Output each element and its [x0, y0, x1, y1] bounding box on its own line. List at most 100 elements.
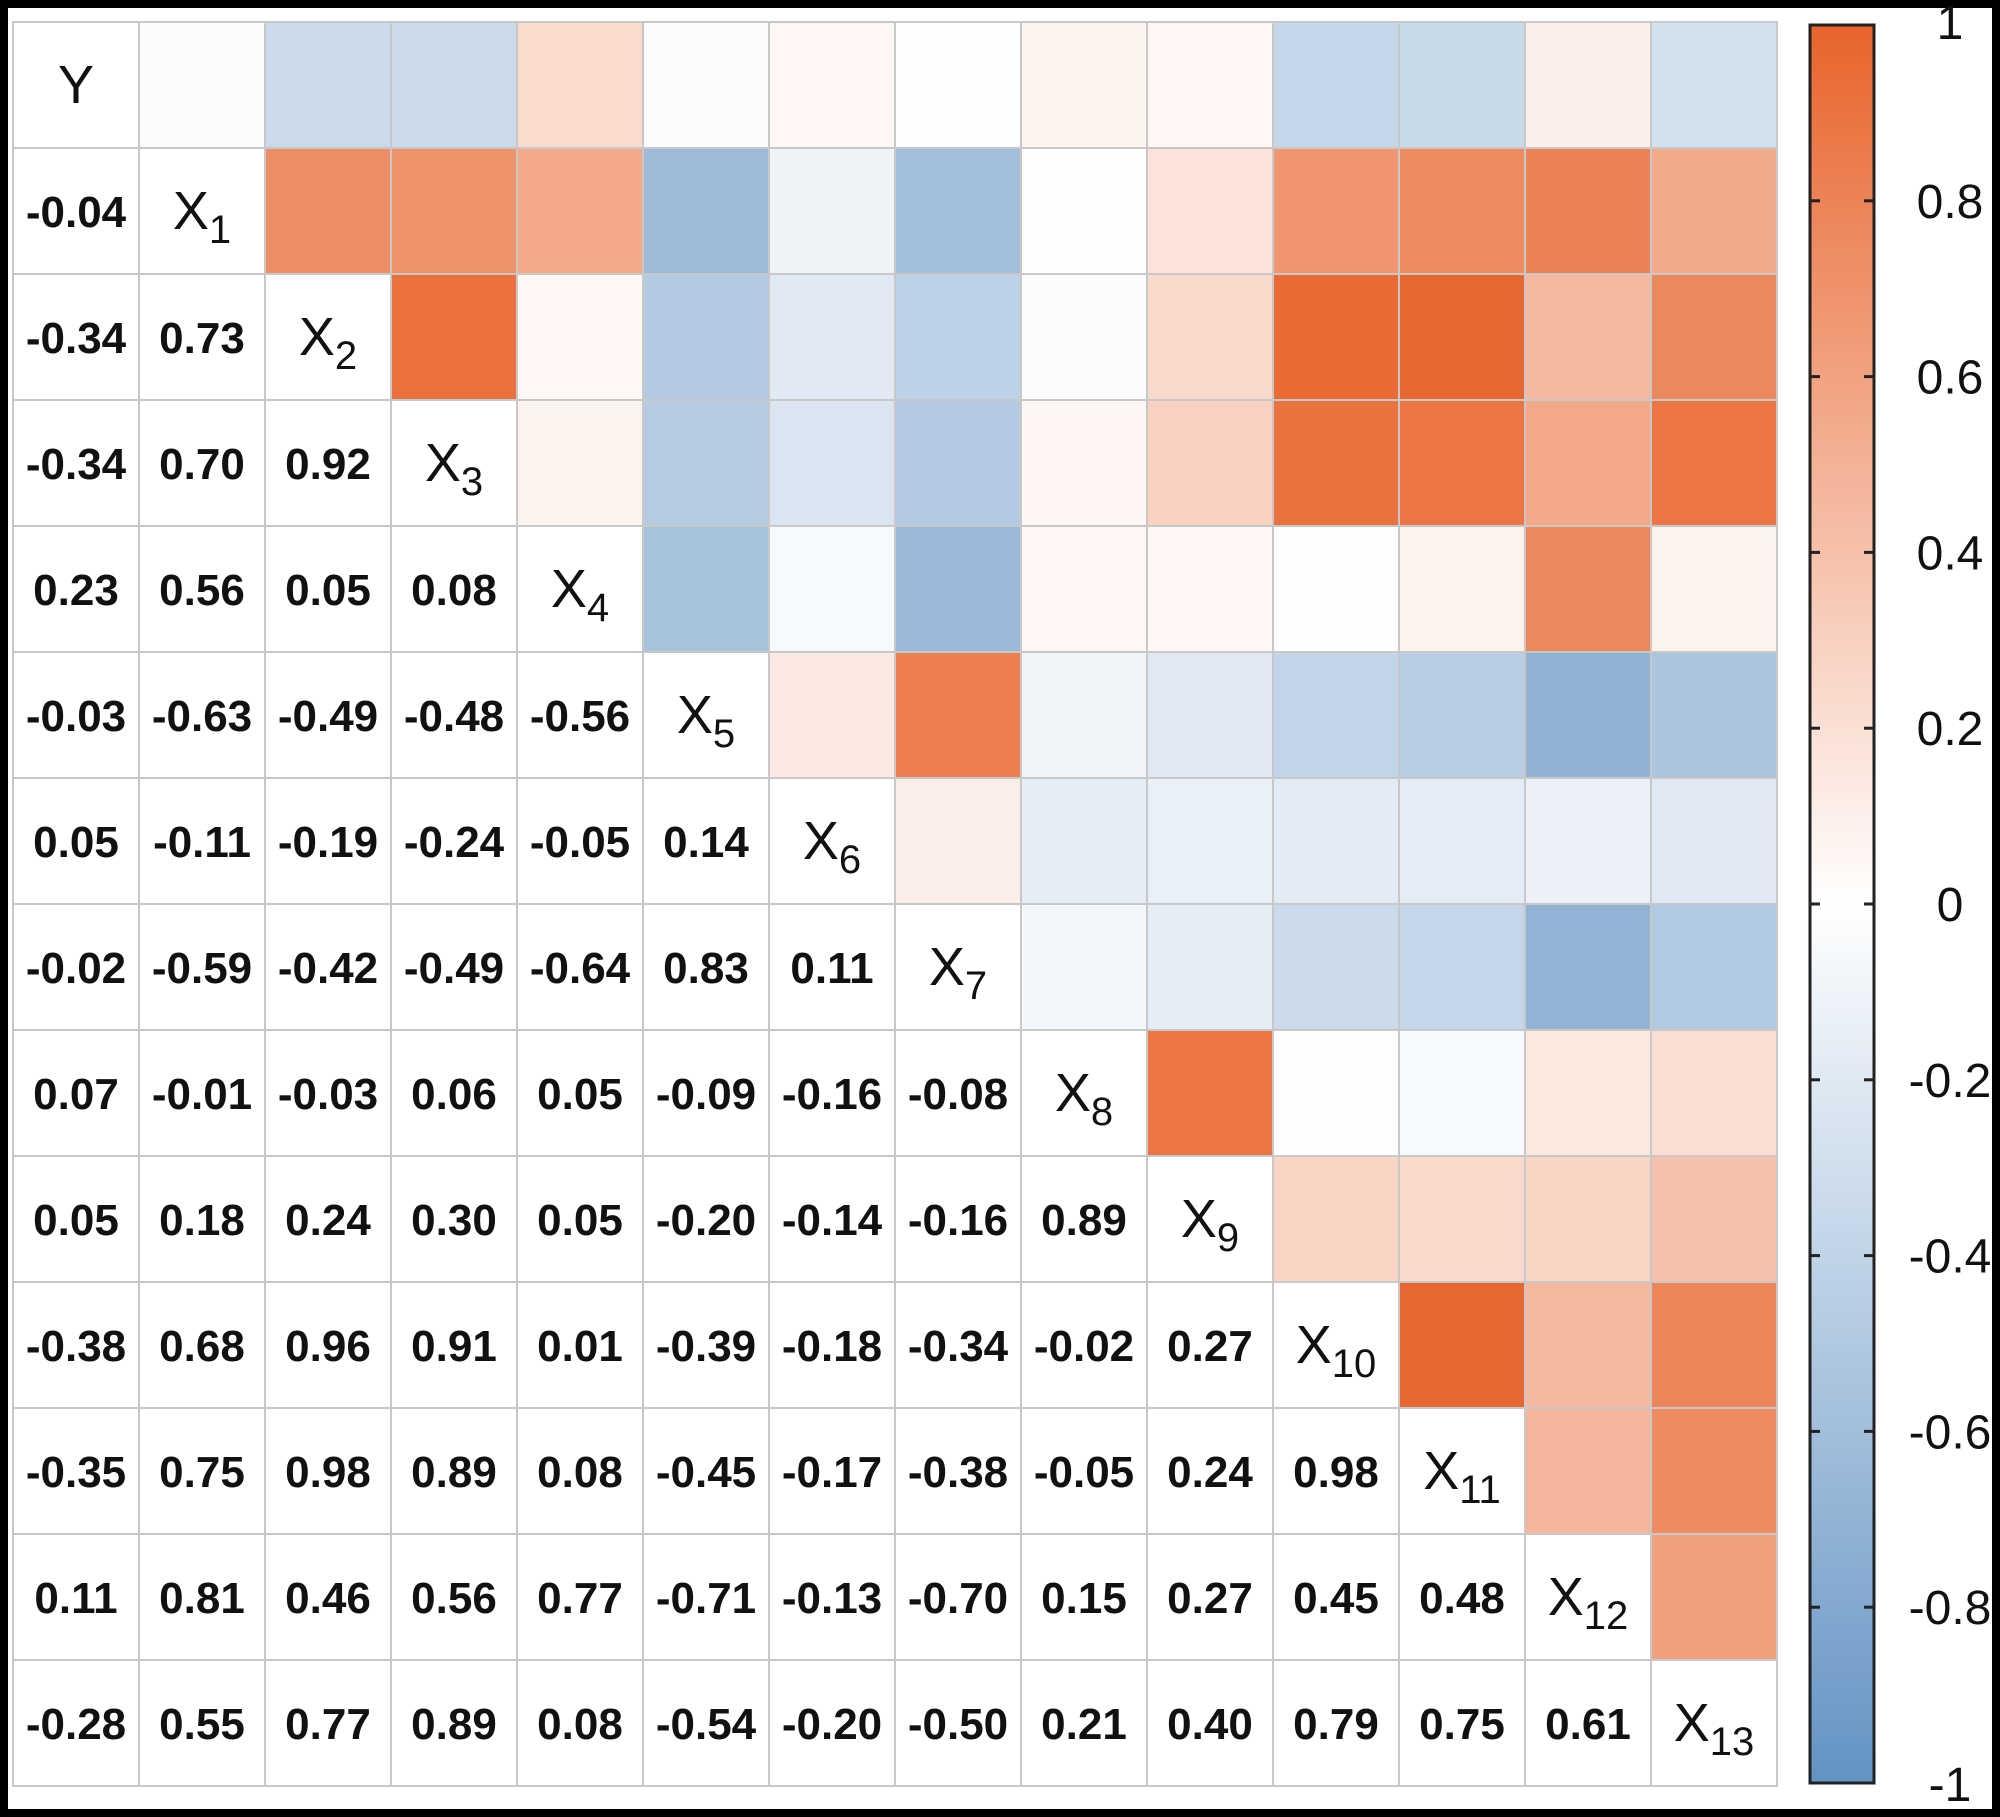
color-cell-r2-c12: [1524, 273, 1652, 401]
variable-label-12: X12: [1548, 1567, 1629, 1638]
color-cell-r7-c13: [1650, 903, 1778, 1031]
tick-label-3: 0.4: [1917, 527, 1984, 580]
value-label-r5-c1: -0.63: [152, 692, 252, 741]
color-cell-r1-c4: [516, 147, 644, 275]
color-cell-r5-c10: [1272, 651, 1400, 779]
color-cell-r2-c4: [516, 273, 644, 401]
value-label-r8-c4: 0.05: [537, 1070, 623, 1119]
diagonal-cell-11: [1398, 1407, 1526, 1535]
value-cell-r6-c4: [516, 777, 644, 905]
tick-label-2: 0.6: [1917, 352, 1984, 405]
value-label-r11-c9: 0.24: [1167, 1448, 1253, 1497]
value-cell-r11-c10: [1272, 1407, 1400, 1535]
value-label-r6-c1: -0.11: [153, 818, 251, 867]
value-cell-r13-c9: [1146, 1659, 1274, 1787]
value-label-r9-c2: 0.24: [285, 1196, 371, 1245]
value-label-r8-c5: -0.09: [656, 1070, 756, 1119]
value-label-r10-c3: 0.91: [411, 1322, 497, 1371]
value-cell-r11-c4: [516, 1407, 644, 1535]
color-cell-r7-c11: [1398, 903, 1526, 1031]
value-label-r9-c5: -0.20: [656, 1196, 756, 1245]
variable-label-3: X3: [425, 433, 483, 504]
color-cell-r6-c12: [1524, 777, 1652, 905]
value-cell-r2-c1: [138, 273, 266, 401]
value-cell-r12-c8: [1020, 1533, 1148, 1661]
color-cell-r9-c10: [1272, 1155, 1400, 1283]
diagonal-cell-4: [516, 525, 644, 653]
color-cell-r6-c8: [1020, 777, 1148, 905]
tick-label-10: -1: [1929, 1759, 1972, 1812]
value-cell-r8-c4: [516, 1029, 644, 1157]
value-label-r7-c0: -0.02: [26, 944, 126, 993]
value-label-r11-c3: 0.89: [411, 1448, 497, 1497]
value-cell-r13-c12: [1524, 1659, 1652, 1787]
value-cell-r11-c1: [138, 1407, 266, 1535]
variable-label-9: X9: [1181, 1189, 1239, 1260]
value-label-r4-c1: 0.56: [159, 566, 245, 615]
value-label-r6-c5: 0.14: [663, 818, 749, 867]
variable-label-13: X13: [1674, 1693, 1755, 1764]
color-cell-r4-c5: [642, 525, 770, 653]
color-cell-r6-c9: [1146, 777, 1274, 905]
value-label-r11-c7: -0.38: [908, 1448, 1008, 1497]
color-cell-r0-c3: [390, 21, 518, 149]
variable-label-1: X1: [173, 181, 231, 252]
variable-label-6: X6: [803, 811, 861, 882]
value-cell-r8-c5: [642, 1029, 770, 1157]
color-cell-r5-c11: [1398, 651, 1526, 779]
value-label-r12-c7: -0.70: [908, 1574, 1008, 1623]
value-label-r5-c4: -0.56: [530, 692, 630, 741]
color-cell-r9-c12: [1524, 1155, 1652, 1283]
value-cell-r9-c1: [138, 1155, 266, 1283]
value-label-r11-c6: -0.17: [782, 1448, 882, 1497]
variable-label-5: X5: [677, 685, 735, 756]
value-label-r3-c0: -0.34: [26, 440, 127, 489]
value-label-r12-c6: -0.13: [782, 1574, 882, 1623]
value-cell-r10-c7: [894, 1281, 1022, 1409]
color-cell-r3-c13: [1650, 399, 1778, 527]
color-cell-r3-c10: [1272, 399, 1400, 527]
value-label-r2-c1: 0.73: [159, 314, 245, 363]
value-label-r11-c5: -0.45: [656, 1448, 756, 1497]
color-cell-r7-c9: [1146, 903, 1274, 1031]
value-cell-r13-c0: [12, 1659, 140, 1787]
color-cell-r4-c7: [894, 525, 1022, 653]
value-label-r6-c4: -0.05: [530, 818, 630, 867]
color-cell-r5-c13: [1650, 651, 1778, 779]
value-label-r11-c0: -0.35: [26, 1448, 126, 1497]
color-cell-r2-c13: [1650, 273, 1778, 401]
value-label-r7-c4: -0.64: [530, 944, 631, 993]
value-label-r10-c4: 0.01: [537, 1322, 623, 1371]
value-label-r6-c3: -0.24: [404, 818, 505, 867]
value-cell-r5-c4: [516, 651, 644, 779]
variable-label-0: Y: [58, 55, 94, 115]
diagonal-cell-0: [12, 21, 140, 149]
value-label-r11-c8: -0.05: [1034, 1448, 1134, 1497]
value-cell-r12-c1: [138, 1533, 266, 1661]
value-cell-r5-c1: [138, 651, 266, 779]
color-cell-r1-c13: [1650, 147, 1778, 275]
value-cell-r11-c2: [264, 1407, 392, 1535]
tick-label-7: -0.4: [1909, 1231, 1992, 1284]
value-label-r13-c1: 0.55: [159, 1700, 245, 1749]
value-label-r9-c1: 0.18: [159, 1196, 245, 1245]
value-cell-r9-c3: [390, 1155, 518, 1283]
value-cell-r5-c3: [390, 651, 518, 779]
value-cell-r7-c1: [138, 903, 266, 1031]
color-cell-r1-c7: [894, 147, 1022, 275]
value-label-r9-c4: 0.05: [537, 1196, 623, 1245]
value-label-r12-c1: 0.81: [159, 1574, 245, 1623]
value-label-r4-c0: 0.23: [33, 566, 119, 615]
value-cell-r10-c2: [264, 1281, 392, 1409]
value-label-r8-c0: 0.07: [33, 1070, 119, 1119]
value-label-r10-c1: 0.68: [159, 1322, 245, 1371]
diagonal-cell-1: [138, 147, 266, 275]
color-cell-r3-c12: [1524, 399, 1652, 527]
value-label-r10-c6: -0.18: [782, 1322, 882, 1371]
value-cell-r10-c9: [1146, 1281, 1274, 1409]
tick-label-6: -0.2: [1909, 1055, 1992, 1108]
color-cell-r3-c9: [1146, 399, 1274, 527]
value-cell-r8-c2: [264, 1029, 392, 1157]
tick-label-8: -0.6: [1909, 1406, 1992, 1459]
variable-label-10: X10: [1296, 1315, 1377, 1386]
